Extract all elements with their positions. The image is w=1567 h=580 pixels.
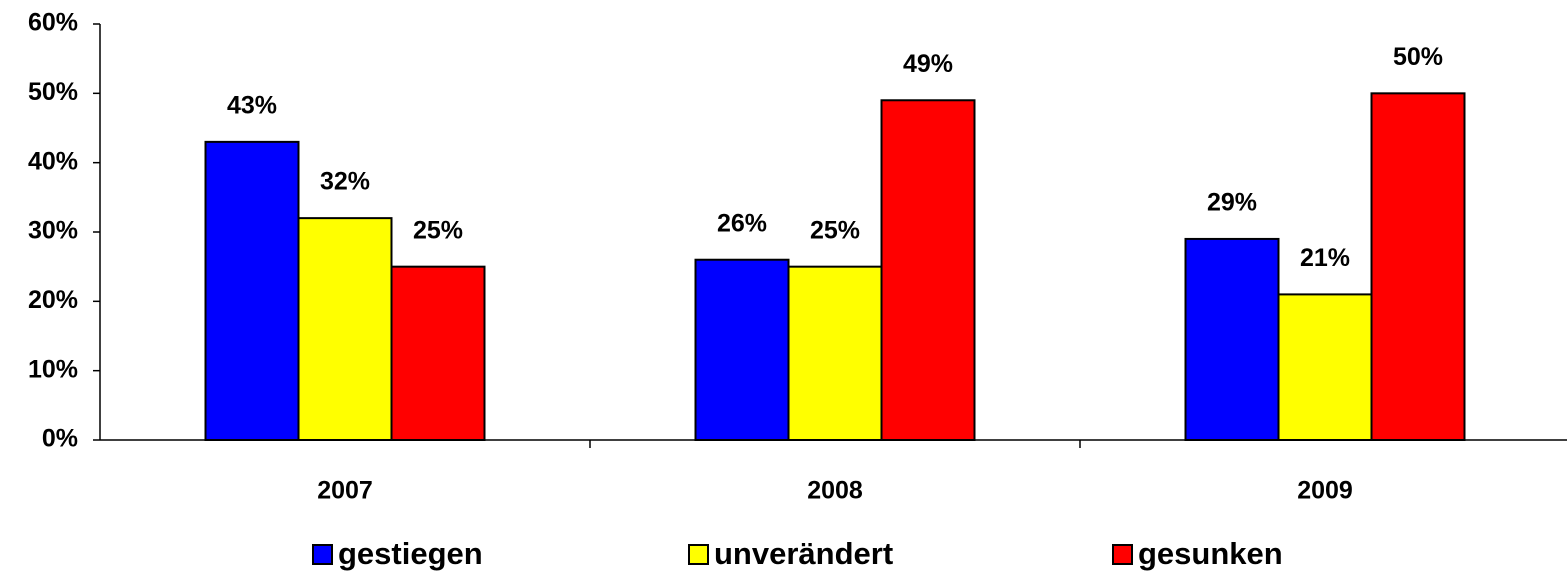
bar: [1370, 92, 1466, 441]
legend-swatch: [1112, 544, 1133, 565]
legend-swatch: [688, 544, 709, 565]
data-label: 21%: [1300, 244, 1350, 272]
bar: [1277, 293, 1373, 441]
legend-label: gestiegen: [338, 536, 483, 571]
bar: [880, 99, 976, 442]
data-label: 26%: [717, 209, 767, 237]
y-tick-label: 0%: [42, 425, 78, 453]
data-label: 25%: [413, 216, 463, 244]
data-label: 43%: [227, 91, 277, 119]
data-label: 25%: [810, 216, 860, 244]
data-label: 50%: [1393, 43, 1443, 71]
data-label: 29%: [1207, 189, 1257, 217]
y-tick-label: 30%: [28, 217, 78, 245]
y-tick-label: 20%: [28, 286, 78, 314]
bar: [204, 140, 300, 441]
y-tick-label: 50%: [28, 78, 78, 106]
legend-label: gesunken: [1138, 536, 1283, 571]
bar: [390, 265, 486, 441]
y-tick-label: 40%: [28, 147, 78, 175]
bar: [1184, 237, 1280, 441]
bar: [787, 265, 883, 441]
data-label: 32%: [320, 168, 370, 196]
legend-label: unverändert: [714, 536, 893, 571]
y-tick-label: 60%: [28, 9, 78, 37]
x-tick-label: 2008: [807, 477, 863, 505]
bar: [297, 217, 393, 441]
x-tick-label: 2009: [1297, 477, 1353, 505]
data-label: 49%: [903, 50, 953, 78]
y-tick-label: 10%: [28, 355, 78, 383]
x-tick-label: 2007: [317, 477, 373, 505]
legend-swatch: [312, 544, 333, 565]
bar: [694, 258, 790, 441]
